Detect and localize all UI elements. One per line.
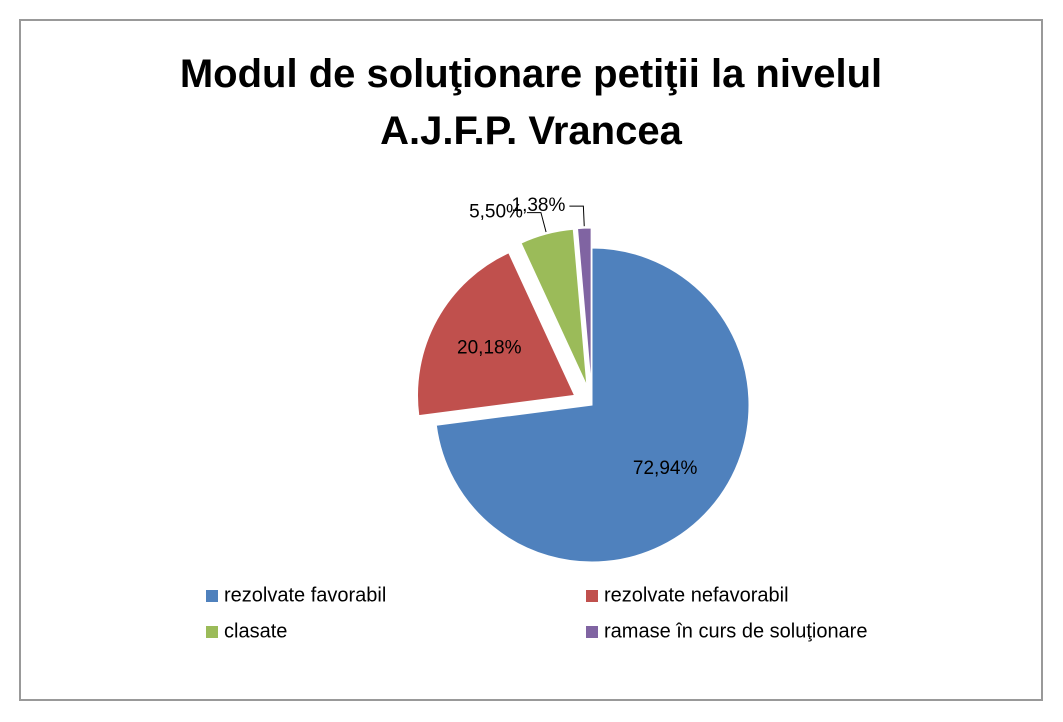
data-label: 20,18%	[457, 337, 522, 358]
legend-label: clasate	[224, 620, 287, 642]
data-label: 5,50%	[469, 202, 523, 223]
legend-label: rezolvate favorabil	[224, 584, 386, 606]
legend-label: rezolvate nefavorabil	[604, 584, 789, 606]
pie-slice	[416, 252, 576, 417]
legend-swatch	[586, 590, 598, 602]
legend-swatch	[206, 626, 218, 638]
pie-slice	[435, 247, 750, 563]
pie-slice	[520, 228, 588, 386]
legend-swatch	[206, 590, 218, 602]
leader-line	[569, 205, 585, 227]
pie-slice	[576, 227, 592, 386]
legend-swatch	[586, 626, 598, 638]
data-label: 72,94%	[633, 458, 698, 479]
leader-line	[526, 212, 547, 233]
data-label: 1,38%	[512, 195, 566, 216]
legend-label: ramase în curs de soluţionare	[604, 620, 867, 642]
chart-title: Modul de soluţionare petiţii la nivelul A…	[180, 52, 882, 153]
